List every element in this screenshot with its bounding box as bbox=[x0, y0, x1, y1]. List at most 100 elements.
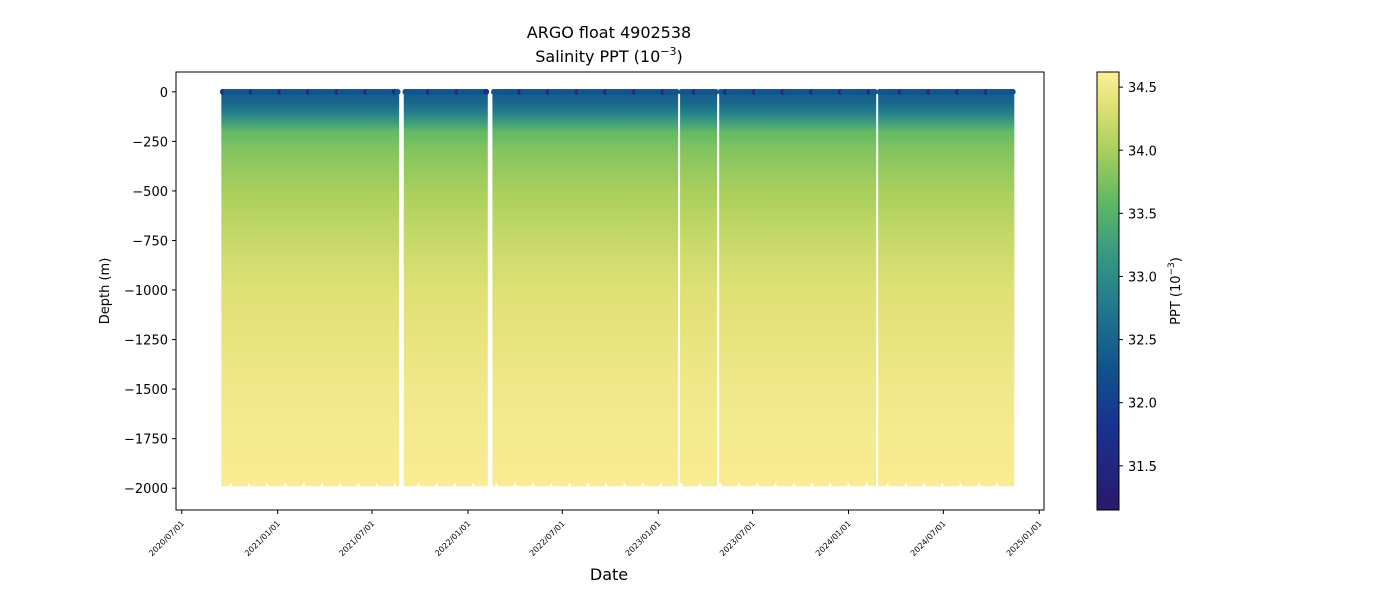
profile-column bbox=[912, 91, 916, 487]
profile-column bbox=[703, 91, 707, 487]
profile-column bbox=[758, 91, 762, 487]
profile-column bbox=[549, 91, 553, 484]
profile-column bbox=[909, 91, 913, 487]
profile-column bbox=[322, 91, 327, 487]
profile-surface-point bbox=[673, 88, 680, 95]
profile-column bbox=[362, 91, 366, 487]
profile-column bbox=[943, 91, 947, 487]
profile-column bbox=[609, 91, 613, 487]
y-tick-label: −1500 bbox=[124, 383, 168, 398]
colorbar-tick-label: 32.0 bbox=[1128, 397, 1157, 412]
profile-column bbox=[766, 91, 770, 487]
profile-column bbox=[888, 91, 892, 487]
y-axis-label: Depth (m) bbox=[98, 258, 113, 325]
profile-column bbox=[607, 91, 611, 487]
y-tick-label: −250 bbox=[132, 135, 168, 150]
profile-column bbox=[776, 91, 780, 487]
chart-subtitle: Salinity PPT (10−3) bbox=[535, 45, 683, 66]
profile-column bbox=[839, 91, 843, 487]
profile-column bbox=[302, 91, 306, 484]
profile-column bbox=[612, 91, 616, 487]
profile-column bbox=[437, 91, 441, 487]
profile-column bbox=[429, 91, 434, 487]
profile-column bbox=[372, 91, 376, 487]
profile-column bbox=[567, 91, 572, 484]
profile-column bbox=[257, 91, 262, 487]
profile-column bbox=[841, 91, 845, 487]
profile-column bbox=[614, 91, 619, 487]
colorbar-tick-label: 32.5 bbox=[1128, 334, 1157, 349]
profile-column bbox=[263, 91, 267, 487]
profile-column bbox=[693, 91, 697, 487]
profile-column bbox=[763, 91, 767, 487]
profile-column bbox=[831, 91, 835, 487]
profile-column bbox=[925, 91, 929, 487]
profile-column bbox=[455, 91, 460, 487]
profile-column bbox=[1008, 91, 1012, 487]
profile-column bbox=[878, 91, 882, 487]
profile-column bbox=[481, 91, 486, 487]
profile-column bbox=[844, 91, 848, 487]
profile-column bbox=[510, 91, 514, 487]
profile-column bbox=[531, 91, 535, 484]
profile-column bbox=[818, 91, 822, 487]
profile-column bbox=[435, 91, 439, 484]
profile-column bbox=[234, 91, 238, 487]
colorbar-label: PPT (10−3) bbox=[1167, 257, 1184, 325]
profile-column bbox=[646, 91, 650, 487]
profile-surface-point bbox=[871, 88, 878, 95]
profile-column bbox=[886, 91, 890, 484]
profile-column bbox=[304, 91, 308, 487]
profile-column bbox=[270, 91, 275, 487]
profile-column bbox=[497, 91, 501, 487]
y-tick-label: −2000 bbox=[124, 482, 168, 497]
profile-column bbox=[713, 91, 718, 487]
profile-column bbox=[627, 91, 632, 487]
profile-column bbox=[495, 91, 499, 484]
profile-column bbox=[252, 91, 256, 487]
profile-column bbox=[664, 91, 668, 487]
profile-column bbox=[630, 91, 634, 487]
profile-column bbox=[659, 91, 663, 484]
profile-column bbox=[635, 91, 639, 487]
profile-column bbox=[573, 91, 577, 487]
profile-column bbox=[312, 91, 316, 487]
profile-column bbox=[328, 91, 332, 487]
profile-column bbox=[422, 91, 426, 487]
profile-column bbox=[799, 91, 804, 487]
profile-column bbox=[708, 91, 712, 487]
profile-column bbox=[904, 91, 908, 484]
profile-column bbox=[667, 91, 671, 487]
profile-column bbox=[484, 91, 488, 487]
profile-column bbox=[330, 91, 334, 487]
profile-column bbox=[419, 91, 423, 487]
profile-column bbox=[849, 91, 853, 487]
profile-column bbox=[578, 91, 582, 487]
profile-column bbox=[604, 91, 608, 484]
profile-column bbox=[964, 91, 968, 487]
colorbar-label-suffix: ) bbox=[1169, 257, 1184, 262]
profile-column bbox=[867, 91, 871, 487]
profile-column bbox=[239, 91, 243, 487]
profile-column bbox=[810, 91, 814, 484]
profile-column bbox=[588, 91, 593, 487]
profile-column bbox=[395, 91, 400, 487]
profile-column bbox=[901, 91, 905, 487]
profile-column bbox=[552, 91, 556, 487]
profile-column bbox=[638, 91, 642, 487]
profile-column bbox=[356, 91, 361, 484]
profile-column bbox=[922, 91, 926, 484]
profile-column bbox=[698, 91, 702, 484]
profile-column bbox=[899, 91, 903, 487]
profile-column bbox=[883, 91, 887, 487]
profile-column bbox=[990, 91, 994, 487]
profile-surface-point bbox=[712, 88, 719, 95]
profile-column bbox=[289, 91, 293, 487]
profile-column bbox=[690, 91, 694, 487]
profile-column bbox=[229, 91, 233, 484]
profile-column bbox=[260, 91, 264, 487]
profile-column bbox=[554, 91, 559, 487]
profile-column bbox=[1011, 91, 1015, 487]
profile-column bbox=[291, 91, 295, 487]
profile-column bbox=[596, 91, 600, 487]
